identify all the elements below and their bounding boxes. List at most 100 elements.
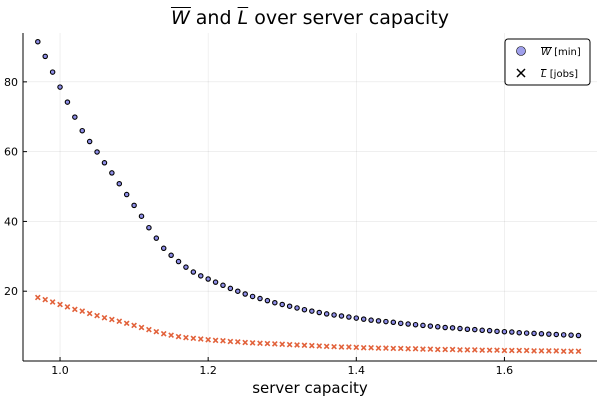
point-l bbox=[346, 344, 352, 350]
point-w bbox=[538, 331, 545, 337]
x-tick-label: 1.2 bbox=[199, 364, 217, 377]
point-w bbox=[227, 285, 234, 292]
point-w bbox=[405, 321, 411, 327]
point-w bbox=[279, 301, 285, 308]
point-l bbox=[131, 322, 137, 329]
point-w bbox=[309, 308, 315, 314]
point-w bbox=[220, 282, 226, 289]
point-l bbox=[531, 348, 537, 354]
legend-l-label: L [jobs] bbox=[541, 69, 578, 80]
point-l bbox=[227, 338, 234, 345]
point-w bbox=[138, 213, 145, 219]
point-w bbox=[435, 324, 441, 330]
point-l bbox=[575, 348, 582, 355]
point-w bbox=[35, 38, 41, 45]
point-l bbox=[397, 345, 404, 352]
point-l bbox=[390, 345, 397, 352]
point-w bbox=[212, 279, 219, 285]
point-l bbox=[479, 347, 486, 354]
point-l bbox=[34, 294, 41, 301]
point-l bbox=[153, 328, 160, 335]
x-tick-labels: 1.0 1.2 1.4 1.6 bbox=[51, 364, 513, 377]
legend-l-unit: [jobs] bbox=[550, 69, 578, 80]
point-l bbox=[420, 346, 426, 353]
point-l bbox=[279, 341, 286, 348]
legend-w-marker bbox=[516, 46, 526, 56]
point-l bbox=[501, 347, 508, 354]
point-l bbox=[138, 324, 145, 331]
point-l bbox=[242, 339, 249, 346]
series-l-markers bbox=[34, 294, 582, 355]
point-w bbox=[242, 291, 248, 297]
point-w bbox=[42, 53, 48, 60]
point-l bbox=[301, 342, 308, 349]
point-w bbox=[575, 332, 582, 339]
series-w-markers bbox=[35, 38, 582, 339]
point-l bbox=[383, 345, 389, 351]
point-l bbox=[434, 346, 441, 353]
legend-w-label: W [min] bbox=[541, 47, 581, 58]
x-tick-label: 1.4 bbox=[348, 364, 366, 377]
point-l bbox=[220, 337, 226, 344]
x-axis-label: server capacity bbox=[252, 379, 368, 397]
point-w bbox=[198, 273, 204, 279]
point-l bbox=[205, 336, 212, 343]
point-l bbox=[257, 340, 263, 347]
point-w bbox=[494, 328, 500, 335]
point-l bbox=[353, 344, 360, 351]
point-w bbox=[516, 329, 522, 336]
point-l bbox=[64, 304, 71, 310]
point-w bbox=[457, 325, 463, 332]
x-tick-label: 1.6 bbox=[496, 364, 514, 377]
point-w bbox=[153, 235, 160, 241]
point-l bbox=[486, 347, 493, 354]
title-mid-text: and bbox=[190, 7, 238, 29]
point-w bbox=[79, 127, 86, 134]
point-w bbox=[235, 288, 241, 294]
point-w bbox=[168, 252, 174, 259]
point-l bbox=[271, 341, 278, 347]
point-w bbox=[486, 327, 493, 334]
point-l bbox=[109, 316, 115, 323]
legend-box bbox=[504, 38, 591, 86]
chart-title: W and L over server capacity bbox=[171, 7, 449, 29]
axes bbox=[22, 33, 597, 362]
point-l bbox=[94, 312, 100, 319]
legend-overlines bbox=[541, 47, 552, 70]
point-l bbox=[568, 348, 574, 355]
legend: W [min] L [jobs] bbox=[504, 38, 591, 86]
legend-l-symbol: L bbox=[541, 69, 547, 80]
point-w bbox=[346, 314, 352, 320]
point-l bbox=[457, 346, 463, 353]
point-l bbox=[442, 346, 449, 353]
point-l bbox=[471, 346, 478, 353]
point-w bbox=[286, 303, 293, 309]
point-l bbox=[71, 306, 78, 313]
point-l bbox=[57, 301, 63, 308]
point-w bbox=[338, 313, 345, 319]
point-l bbox=[375, 345, 382, 351]
point-l bbox=[212, 337, 219, 344]
point-l bbox=[338, 344, 345, 350]
point-l bbox=[516, 347, 523, 354]
point-w bbox=[464, 326, 471, 332]
point-l bbox=[360, 344, 367, 351]
title-l-symbol: L bbox=[238, 7, 249, 29]
point-w bbox=[86, 138, 93, 145]
point-w bbox=[101, 160, 108, 166]
point-l bbox=[183, 334, 189, 341]
x-tick-label: 1.0 bbox=[51, 364, 69, 377]
point-w bbox=[368, 317, 374, 323]
point-w bbox=[472, 326, 478, 333]
point-l bbox=[264, 340, 271, 347]
point-w bbox=[316, 309, 323, 316]
point-l bbox=[405, 345, 412, 352]
point-l bbox=[427, 346, 434, 353]
point-l bbox=[449, 346, 456, 353]
point-w bbox=[523, 330, 530, 336]
legend-l-cross bbox=[516, 68, 526, 78]
point-l bbox=[101, 314, 108, 321]
point-l bbox=[538, 348, 545, 354]
point-w bbox=[183, 264, 189, 270]
